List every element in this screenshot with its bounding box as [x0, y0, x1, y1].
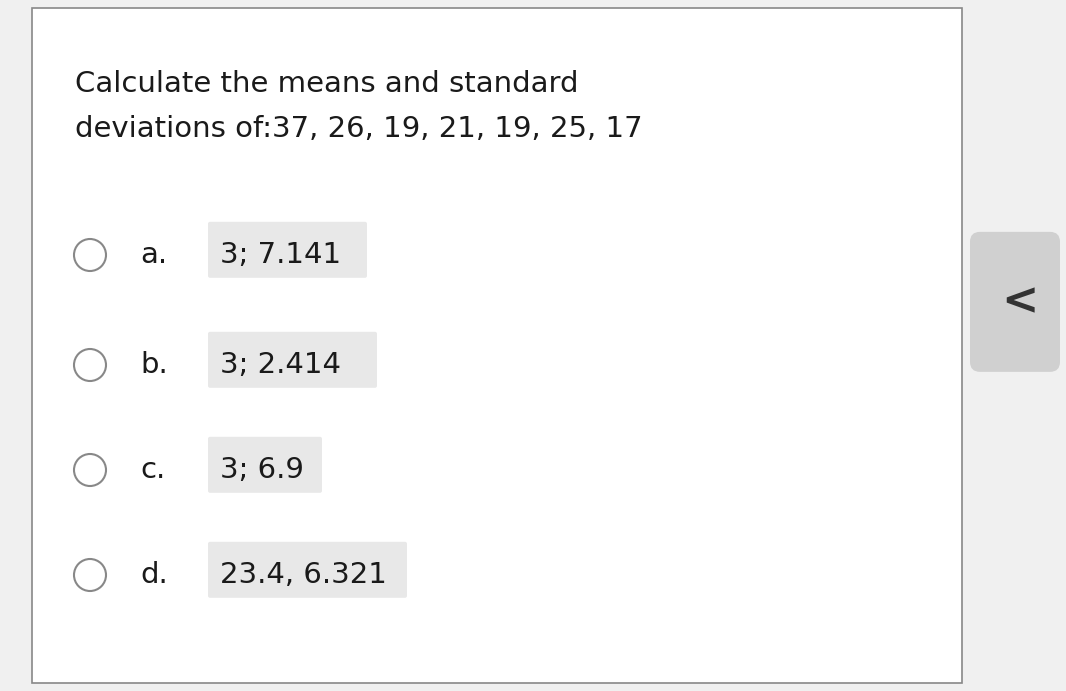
Text: 23.4, 6.321: 23.4, 6.321: [220, 561, 387, 589]
Text: Calculate the means and standard: Calculate the means and standard: [75, 70, 579, 98]
Circle shape: [74, 559, 106, 591]
FancyBboxPatch shape: [970, 232, 1060, 372]
Text: 3; 6.9: 3; 6.9: [220, 456, 304, 484]
Circle shape: [74, 239, 106, 271]
Text: c.: c.: [140, 456, 165, 484]
FancyBboxPatch shape: [208, 542, 407, 598]
FancyBboxPatch shape: [208, 222, 367, 278]
Text: d.: d.: [140, 561, 167, 589]
Text: <: <: [1001, 281, 1038, 323]
Text: 3; 2.414: 3; 2.414: [220, 351, 341, 379]
Circle shape: [74, 454, 106, 486]
FancyBboxPatch shape: [32, 8, 962, 683]
Circle shape: [74, 349, 106, 381]
Text: b.: b.: [140, 351, 167, 379]
FancyBboxPatch shape: [208, 332, 377, 388]
Text: a.: a.: [140, 241, 167, 269]
Text: 3; 7.141: 3; 7.141: [220, 241, 341, 269]
FancyBboxPatch shape: [208, 437, 322, 493]
Text: deviations of:37, 26, 19, 21, 19, 25, 17: deviations of:37, 26, 19, 21, 19, 25, 17: [75, 115, 643, 143]
